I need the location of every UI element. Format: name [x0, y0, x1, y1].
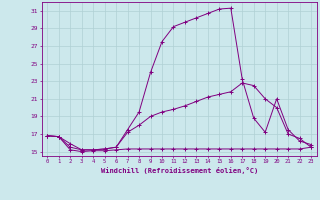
X-axis label: Windchill (Refroidissement éolien,°C): Windchill (Refroidissement éolien,°C): [100, 167, 258, 174]
